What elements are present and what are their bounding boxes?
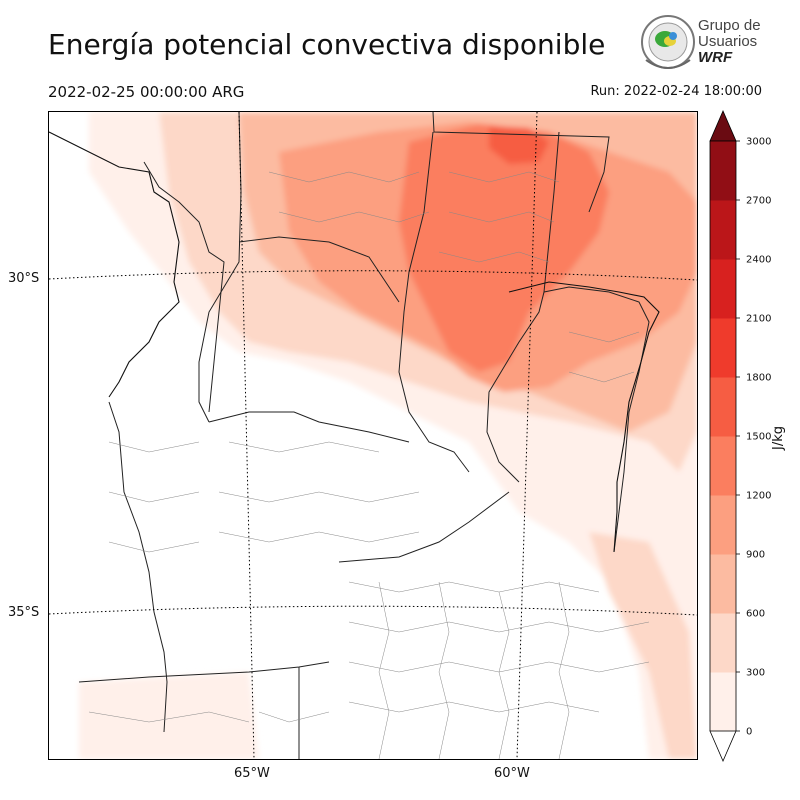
valid-time: 2022-02-25 00:00:00 ARG	[48, 83, 245, 101]
logo-line-2: Usuarios	[698, 33, 758, 50]
lon-label-65w: 65°W	[234, 766, 270, 781]
colorbar-tick-label: 900	[746, 550, 765, 561]
logo-brand: WRF	[698, 49, 733, 66]
wrf-users-group-logo: Grupo de Usuarios WRF	[638, 14, 768, 76]
colorbar: 0 300 600 900 1200 1500 1800 2100 2400 2700 3000 J…	[709, 109, 786, 763]
cape-level-300-600-south	[589, 532, 697, 759]
provincial-borders	[78, 111, 650, 759]
colorbar-extend-max	[709, 109, 737, 142]
colorbar-segments	[709, 109, 737, 763]
graticule	[48, 111, 698, 760]
parallel-30s	[48, 270, 698, 281]
cape-level-0-300-south	[79, 672, 259, 759]
colorbar-tick-label: 300	[746, 668, 765, 679]
colorbar-tick-label: 3000	[746, 137, 771, 148]
colorbar-tick-label: 0	[746, 727, 752, 738]
colorbar-segment	[710, 377, 736, 437]
colorbar-tick-label: 2100	[746, 314, 771, 325]
colorbar-extend-min	[709, 730, 737, 763]
globe-emblem-icon	[641, 15, 695, 69]
parallel-35s	[48, 605, 698, 616]
run-time: Run: 2022-02-24 18:00:00	[590, 84, 762, 99]
lon-label-60w: 60°W	[494, 766, 530, 781]
colorbar-segment	[710, 259, 736, 319]
lat-label-30s: 30°S	[8, 271, 40, 286]
colorbar-tick-label: 2700	[746, 196, 771, 207]
cape-level-1200-1500	[399, 124, 609, 372]
cape-map	[48, 111, 698, 760]
map-canvas	[48, 111, 698, 760]
cape-level-1500-1800	[489, 126, 549, 164]
colorbar-segment	[710, 613, 736, 673]
colorbar-segment	[710, 318, 736, 378]
country-borders	[48, 131, 660, 553]
colorbar-tick-label: 2400	[746, 255, 771, 266]
colorbar-tick-label: 1800	[746, 373, 771, 384]
colorbar-tick-label: 1200	[746, 491, 771, 502]
colorbar-segment	[710, 495, 736, 555]
colorbar-ticks: 0 300 600 900 1200 1500 1800 2100 2400 2700 3000	[736, 137, 771, 738]
colorbar-segment	[710, 141, 736, 201]
colorbar-segment	[710, 200, 736, 260]
colorbar-segment	[710, 436, 736, 496]
colorbar-tick-label: 600	[746, 609, 765, 620]
department-boundaries	[88, 171, 650, 760]
chart-title: Energía potencial convectiva disponible	[48, 28, 606, 61]
colorbar-unit: J/kg	[771, 426, 786, 451]
colorbar-segment	[710, 554, 736, 614]
logo-line-1: Grupo de	[698, 17, 761, 34]
logo-text: Grupo de Usuarios WRF	[698, 18, 761, 66]
colorbar-segment	[710, 672, 736, 732]
colorbar-tick-label: 1500	[746, 432, 771, 443]
lat-label-35s: 35°S	[8, 605, 40, 620]
